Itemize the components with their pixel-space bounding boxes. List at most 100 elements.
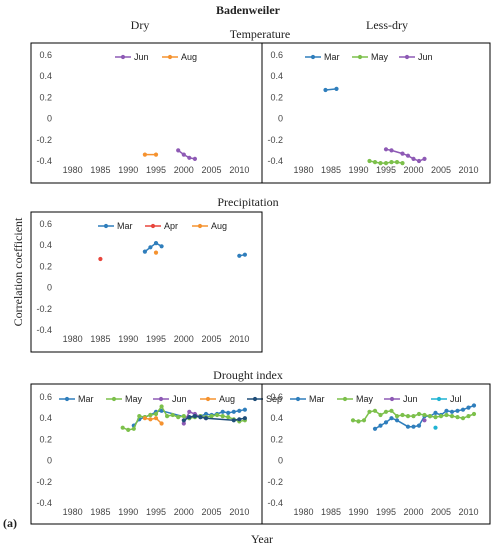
series-aug: [142, 152, 159, 157]
data-point: [350, 418, 356, 423]
legend-item-aug: Aug: [200, 394, 235, 404]
x-tick-label: 2005: [202, 507, 222, 517]
data-point: [142, 416, 147, 421]
series-aug: [142, 416, 164, 426]
data-point: [159, 244, 164, 249]
x-tick-label: 2000: [403, 165, 423, 175]
data-point: [449, 414, 455, 419]
chart-border: [30, 42, 263, 184]
data-point: [400, 151, 405, 156]
data-point: [389, 148, 394, 153]
y-axis-label: Correlation coefficient: [11, 217, 25, 326]
series-sep: [181, 414, 247, 423]
data-point: [471, 403, 477, 408]
y-tick-label: -0.2: [36, 304, 52, 314]
x-tick-label: 1995: [146, 165, 166, 175]
x-tick-label: 2000: [403, 507, 423, 517]
legend-marker: [103, 223, 109, 229]
chart-precip-dry: -0.4 -0.2 0 0.2 0.4 0.6 1980 1985 1990 1995 2000 20…: [30, 211, 263, 353]
x-tick-label: 1985: [90, 334, 110, 344]
y-tick-label: -0.2: [267, 135, 283, 145]
data-point: [120, 425, 125, 430]
data-point: [159, 421, 164, 426]
data-point: [220, 414, 225, 419]
data-point: [231, 409, 236, 414]
legend-item-jul: Jul: [431, 394, 462, 404]
y-tick-label: 0.4: [39, 71, 52, 81]
data-point: [400, 161, 405, 166]
data-point: [372, 408, 378, 413]
chart-border: [30, 383, 263, 525]
legend-marker: [310, 54, 316, 60]
legend-item-may: May: [337, 394, 374, 404]
y-tick-label: 0.4: [270, 71, 283, 81]
x-tick-label: 2000: [174, 165, 194, 175]
data-point: [455, 408, 460, 413]
legend-marker: [295, 396, 301, 402]
legend-marker: [436, 396, 442, 402]
y-tick-label: -0.4: [267, 156, 283, 166]
x-tick-label: 1980: [293, 507, 313, 517]
y-tick-label: 0.6: [39, 50, 52, 60]
chart-border: [261, 383, 491, 525]
legend-marker: [252, 396, 258, 402]
data-point: [153, 250, 159, 255]
data-point: [356, 419, 361, 424]
legend-marker: [111, 396, 117, 402]
x-tick-label: 1985: [90, 507, 110, 517]
data-point: [422, 156, 427, 161]
data-point: [148, 412, 153, 418]
data-point: [192, 414, 197, 419]
data-point: [192, 156, 197, 161]
data-point: [153, 152, 159, 157]
data-point: [372, 160, 378, 165]
series-line-jun: [177, 149, 196, 160]
data-point: [466, 405, 471, 410]
legend-item-jun: Jun: [399, 52, 433, 62]
x-tick-label: 2005: [202, 165, 222, 175]
y-tick-label: 0: [47, 456, 52, 466]
x-tick-label: 1995: [146, 334, 166, 344]
data-point: [378, 412, 383, 418]
data-point: [181, 421, 186, 426]
data-point: [394, 418, 400, 423]
x-tick-label: 1995: [376, 507, 396, 517]
legend-label: Mar: [117, 221, 133, 231]
data-point: [389, 160, 394, 165]
data-point: [334, 86, 339, 91]
data-point: [378, 161, 383, 166]
y-tick-label: 0: [278, 456, 283, 466]
y-tick-label: 0: [278, 114, 283, 124]
data-point: [444, 408, 449, 413]
data-point: [176, 415, 181, 420]
data-point: [367, 158, 372, 164]
data-point: [148, 417, 153, 422]
series-jun: [383, 147, 427, 164]
legend-label: May: [371, 52, 389, 62]
series-aug: [153, 250, 159, 255]
legend-item-mar: Mar: [305, 52, 340, 62]
legend-marker: [205, 396, 211, 402]
column-title-dry: Dry: [131, 18, 150, 32]
legend-item-jun: Jun: [384, 394, 418, 404]
x-tick-label: 1995: [376, 165, 396, 175]
data-point: [126, 427, 131, 432]
series-mar: [323, 86, 339, 93]
data-point: [466, 414, 471, 419]
row-title-drought-index: Drought index: [213, 368, 283, 382]
series-mar: [237, 252, 247, 258]
legend-label: Aug: [181, 52, 197, 62]
data-point: [323, 87, 328, 93]
legend-marker: [389, 396, 395, 402]
legend-label: May: [125, 394, 143, 404]
legend-item-mar: Mar: [98, 221, 133, 231]
legend-item-may: May: [352, 52, 389, 62]
data-point: [405, 424, 411, 429]
figure-title: Badenweiler: [216, 3, 281, 17]
data-point: [361, 418, 367, 423]
y-tick-label: -0.4: [267, 498, 283, 508]
data-point: [416, 411, 422, 417]
data-point: [165, 414, 170, 419]
legend-marker: [404, 54, 410, 60]
legend-marker: [64, 396, 70, 402]
